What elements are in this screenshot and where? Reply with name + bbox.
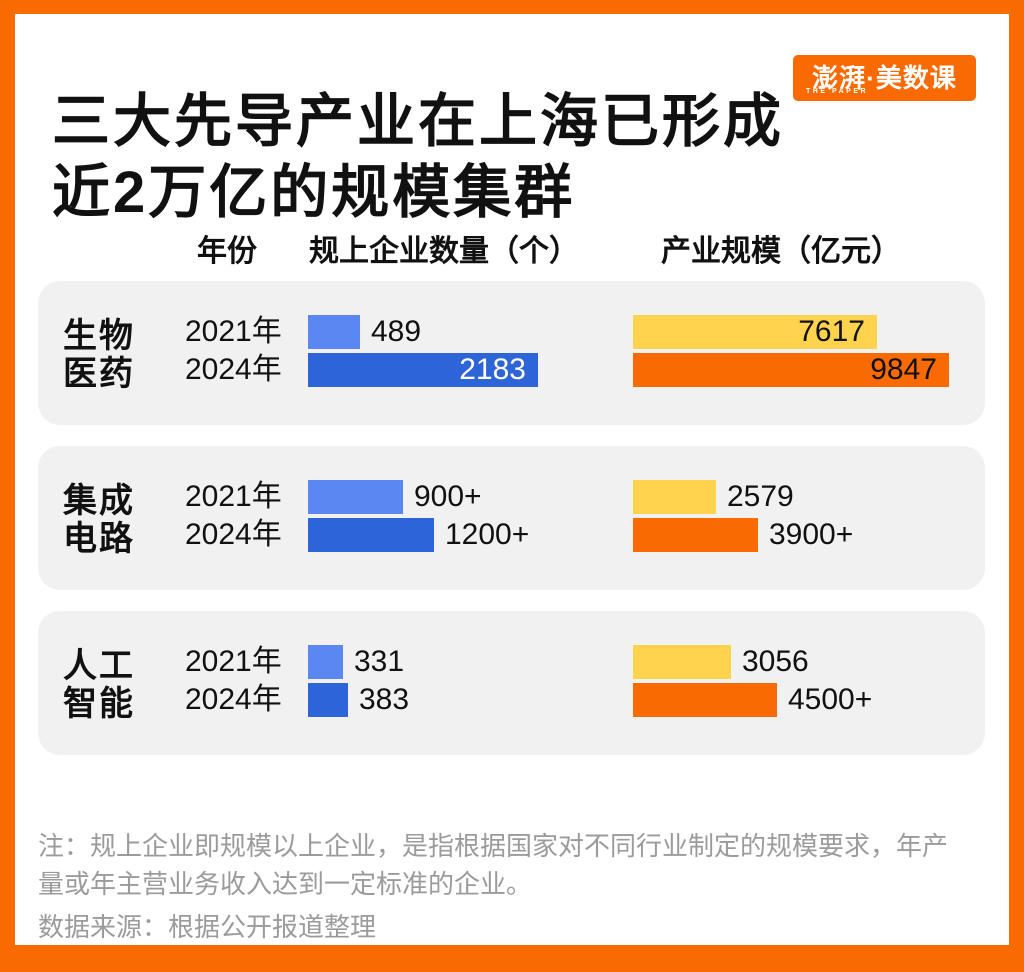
page-title: 三大先导产业在上海已形成 近2万亿的规模集群 <box>52 86 784 228</box>
publisher-logo-text: 澎湃·美数课 <box>812 63 957 93</box>
year-label: 2021年 <box>185 645 282 678</box>
data-row-2024: 2024年 2183 9847 <box>38 353 985 387</box>
year-label: 2024年 <box>185 353 282 386</box>
infographic-frame: 三大先导产业在上海已形成 近2万亿的规模集群 澎湃·美数课 THE PAPER 年… <box>15 14 1009 945</box>
data-row-2021: 2021年 331 3056 <box>38 645 985 679</box>
scale-value-label: 7617 <box>798 315 865 348</box>
scale-bar <box>633 518 758 552</box>
enterprises-value-label: 383 <box>359 683 410 716</box>
column-header-enterprises: 规上企业数量（个） <box>309 235 579 268</box>
scale-value-label: 2579 <box>727 480 794 513</box>
enterprises-bar-cell: 331 <box>308 645 638 679</box>
enterprises-bar <box>308 518 434 552</box>
enterprises-bar-cell: 2183 <box>308 353 638 387</box>
column-header-scale: 产业规模（亿元） <box>661 235 901 268</box>
scale-bar-cell: 7617 <box>633 315 985 349</box>
industry-group-biopharma: 生物 医药 2021年 489 7617 2024年 2183 9847 <box>38 281 985 425</box>
title-line-1: 三大先导产业在上海已形成 <box>52 88 785 154</box>
category-label: 集成 电路 <box>63 482 135 558</box>
scale-bar-cell: 3900+ <box>633 518 985 552</box>
scale-value-label: 4500+ <box>788 683 873 716</box>
enterprises-bar <box>308 353 538 387</box>
year-label: 2021年 <box>185 480 282 513</box>
industry-group-artificial-intelligence: 人工 智能 2021年 331 3056 2024年 383 4500+ <box>38 611 985 755</box>
category-line-2: 智能 <box>63 685 135 723</box>
column-header-year: 年份 <box>197 235 257 268</box>
category-label: 人工 智能 <box>63 647 135 723</box>
footnote-text: 注：规上企业即规模以上企业，是指根据国家对不同行业制定的规模要求，年产量或年主营… <box>38 831 949 899</box>
enterprises-bar <box>308 683 348 717</box>
scale-value-label: 3056 <box>742 645 809 678</box>
enterprises-bar <box>308 480 403 514</box>
enterprises-value-label: 489 <box>371 315 422 348</box>
data-row-2021: 2021年 900+ 2579 <box>38 480 985 514</box>
year-label: 2024年 <box>185 518 282 551</box>
category-label: 生物 医药 <box>63 317 135 393</box>
enterprises-bar-cell: 1200+ <box>308 518 638 552</box>
scale-bar-cell: 9847 <box>633 353 985 387</box>
scale-bar-cell: 3056 <box>633 645 985 679</box>
category-line-2: 电路 <box>63 520 135 558</box>
data-row-2024: 2024年 1200+ 3900+ <box>38 518 985 552</box>
enterprises-value-label: 900+ <box>414 480 482 513</box>
scale-bar-cell: 2579 <box>633 480 985 514</box>
enterprises-bar <box>308 645 343 679</box>
scale-bar <box>633 315 877 349</box>
enterprises-value-label: 1200+ <box>445 518 530 551</box>
title-line-2: 近2万亿的规模集群 <box>52 159 576 225</box>
year-label: 2024年 <box>185 683 282 716</box>
enterprises-bar-cell: 489 <box>308 315 638 349</box>
enterprises-bar <box>308 315 360 349</box>
data-source-text: 数据来源：根据公开报道整理 <box>38 912 377 942</box>
category-line-1: 人工 <box>63 647 135 685</box>
enterprises-bar-cell: 900+ <box>308 480 638 514</box>
scale-value-label: 9847 <box>870 353 937 386</box>
data-row-2024: 2024年 383 4500+ <box>38 683 985 717</box>
publisher-logo: 澎湃·美数课 THE PAPER <box>793 55 976 101</box>
year-label: 2021年 <box>185 315 282 348</box>
category-line-2: 医药 <box>63 355 135 393</box>
data-row-2021: 2021年 489 7617 <box>38 315 985 349</box>
enterprises-bar-cell: 383 <box>308 683 638 717</box>
scale-value-label: 3900+ <box>769 518 854 551</box>
category-line-1: 生物 <box>63 317 135 355</box>
scale-bar <box>633 645 731 679</box>
publisher-logo-subtext: THE PAPER <box>806 88 869 95</box>
enterprises-value-label: 2183 <box>459 353 526 386</box>
enterprises-value-label: 331 <box>354 645 405 678</box>
scale-bar-cell: 4500+ <box>633 683 985 717</box>
scale-bar <box>633 683 777 717</box>
category-line-1: 集成 <box>63 482 135 520</box>
industry-group-integrated-circuits: 集成 电路 2021年 900+ 2579 2024年 1200+ 3900+ <box>38 446 985 590</box>
scale-bar <box>633 353 949 387</box>
scale-bar <box>633 480 716 514</box>
